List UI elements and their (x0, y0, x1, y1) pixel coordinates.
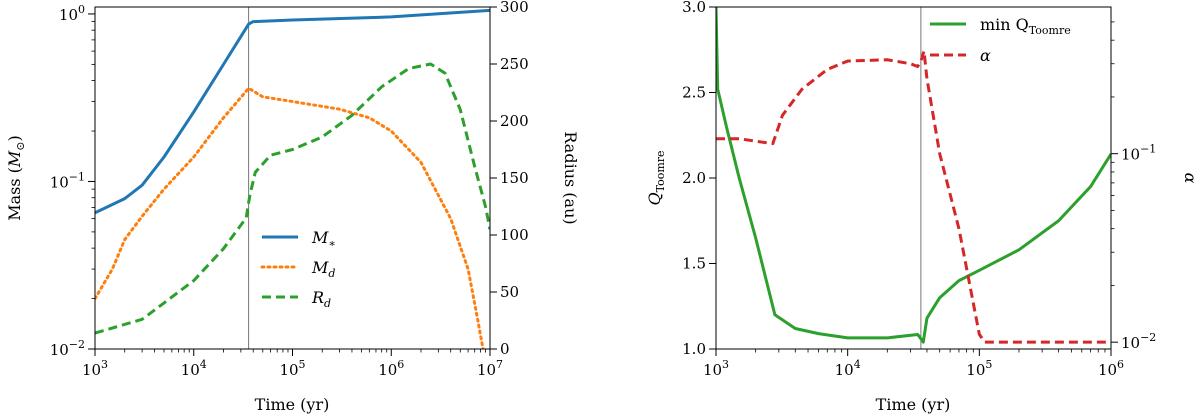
y-left-tick-label: 2.0 (682, 169, 706, 187)
left-legend: M∗ Md Rd (260, 228, 336, 310)
right-legend: min QToomre α (930, 15, 1071, 65)
legend-label-md: Md (311, 258, 335, 280)
x-tick-label: 104 (835, 358, 861, 379)
y-right-tick-label: 300 (500, 0, 529, 16)
y-left-tick-label: 10−1 (50, 170, 85, 191)
series-line-0 (716, 7, 1111, 344)
x-tick-label: 106 (1098, 358, 1124, 379)
y-right-tick-label: 50 (500, 283, 519, 301)
legend-label-mstar: M∗ (311, 228, 336, 250)
y-left-tick-label: 100 (59, 3, 85, 24)
legend-label-rd: Rd (311, 288, 331, 310)
x-tick-label: 104 (181, 358, 207, 379)
y-right-tick-label: 200 (500, 112, 529, 130)
y-right-tick-label: 250 (500, 55, 529, 73)
y-right-tick-label: 100 (500, 226, 529, 244)
series-line-2 (95, 62, 490, 335)
right-right-ylabel: α (1181, 173, 1200, 184)
y-left-tick-label: 3.0 (682, 0, 706, 16)
left-xlabel: Time (yr) (255, 395, 330, 414)
y-left-tick-label: 10−2 (50, 338, 85, 359)
series-line-0 (95, 8, 490, 215)
y-right-tick-label: 0 (500, 340, 510, 358)
left-right-ylabel: Radius (au) (561, 131, 580, 224)
left-ylabel: Mass (M⊙) (5, 135, 27, 221)
x-tick-label: 105 (279, 358, 305, 379)
y-right-tick-label: 10−2 (1121, 331, 1156, 352)
series-line-1 (95, 86, 485, 349)
legend-label-alpha: α (980, 46, 991, 65)
x-tick-label: 103 (82, 358, 108, 379)
y-left-tick-label: 2.5 (682, 84, 706, 102)
right-ylabel: QToomre (645, 150, 667, 205)
right-panel: 103 104 105 106 1.0 1.5 2.0 2.5 3.0 10−2 10−1 Time… (645, 0, 1200, 414)
right-plot-frame (715, 6, 1112, 350)
x-tick-label: 107 (477, 358, 503, 379)
right-xlabel: Time (yr) (876, 395, 951, 414)
series-line-1 (716, 49, 1111, 344)
x-tick-label: 103 (703, 358, 729, 379)
x-tick-label: 106 (378, 358, 404, 379)
legend-label-qtoomre: min QToomre (980, 15, 1071, 37)
y-right-tick-label: 150 (500, 169, 529, 187)
y-left-tick-label: 1.0 (682, 340, 706, 358)
y-left-tick-label: 1.5 (682, 255, 706, 273)
x-tick-label: 105 (966, 358, 992, 379)
y-right-tick-label: 10−1 (1121, 143, 1156, 164)
left-panel: 103 104 105 106 107 10−2 10−1 100 0 50 100 150 200 25… (5, 0, 580, 414)
